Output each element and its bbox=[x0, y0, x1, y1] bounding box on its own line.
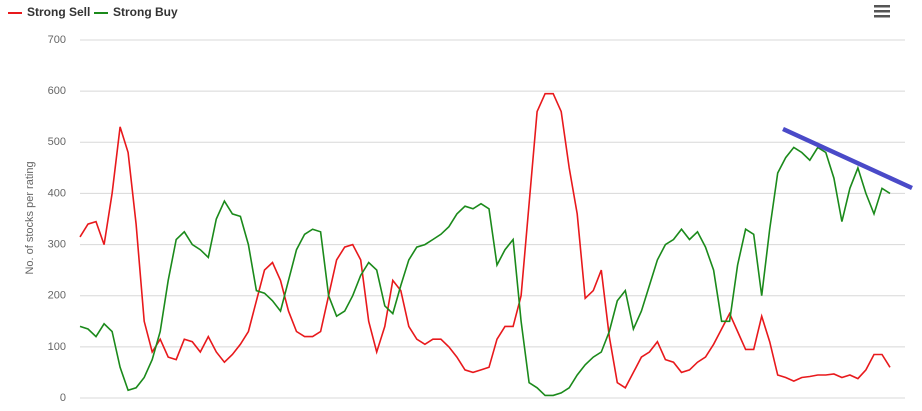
menu-icon[interactable] bbox=[874, 5, 890, 18]
legend-label: Strong Sell bbox=[27, 5, 90, 19]
y-axis-label: No. of stocks per rating bbox=[24, 161, 36, 274]
data-line bbox=[79, 146, 891, 397]
y-tick-label: 300 bbox=[48, 238, 66, 250]
y-tick-label: 100 bbox=[48, 341, 66, 353]
trend-annotation bbox=[782, 126, 913, 191]
legend-label: Strong Buy bbox=[113, 5, 178, 19]
y-tick-label: 600 bbox=[48, 85, 66, 97]
y-tick-label: 700 bbox=[48, 34, 66, 46]
y-tick-label: 0 bbox=[60, 392, 66, 404]
menu-bar bbox=[874, 15, 890, 18]
y-tick-label: 200 bbox=[48, 290, 66, 302]
data-line bbox=[79, 92, 891, 389]
y-tick-label: 500 bbox=[48, 136, 66, 148]
y-tick-label: 400 bbox=[48, 187, 66, 199]
menu-bar bbox=[874, 10, 890, 13]
menu-bar bbox=[874, 5, 890, 8]
